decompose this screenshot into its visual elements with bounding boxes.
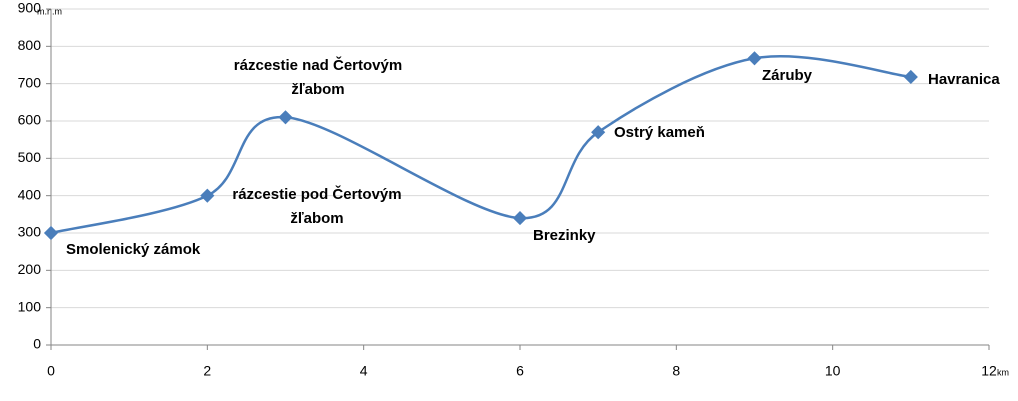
point-label: žľabom: [290, 210, 343, 227]
x-tick-label: 4: [360, 363, 368, 379]
x-unit: km: [997, 367, 1009, 377]
point-label: rázcestie pod Čertovým: [232, 185, 401, 203]
y-tick-label: 600: [18, 112, 42, 128]
point-label: Smolenický zámok: [66, 241, 201, 258]
y-tick-label: 0: [33, 336, 41, 352]
x-tick-label: 12: [981, 363, 997, 379]
y-unit: m.n.m: [37, 6, 62, 16]
y-tick-label: 800: [18, 37, 42, 53]
point: [747, 51, 762, 66]
x-tick-label: 8: [672, 363, 680, 379]
x-tick-label: 0: [47, 363, 55, 379]
point-label: Brezinky: [533, 227, 596, 244]
x-tick-label: 2: [203, 363, 211, 379]
x-tick-label: 6: [516, 363, 524, 379]
point-label: Ostrý kameň: [614, 124, 705, 141]
y-tick-label: 700: [18, 74, 42, 90]
y-tick-label: 100: [18, 298, 42, 314]
x-tick-label: 10: [825, 363, 841, 379]
y-tick-label: 300: [18, 224, 42, 240]
y-tick-label: 200: [18, 261, 42, 277]
point-label: Havranica: [928, 71, 1000, 88]
point: [903, 69, 918, 85]
point-label: Záruby: [762, 67, 813, 84]
point: [512, 210, 528, 226]
point: [200, 188, 215, 203]
point: [43, 225, 59, 241]
point-label: rázcestie nad Čertovým: [234, 56, 402, 74]
y-tick-label: 400: [18, 186, 42, 202]
point: [591, 125, 606, 140]
point-label: žľabom: [291, 81, 344, 98]
y-tick-label: 900: [18, 0, 42, 16]
point: [278, 110, 293, 125]
y-tick-label: 500: [18, 149, 42, 165]
